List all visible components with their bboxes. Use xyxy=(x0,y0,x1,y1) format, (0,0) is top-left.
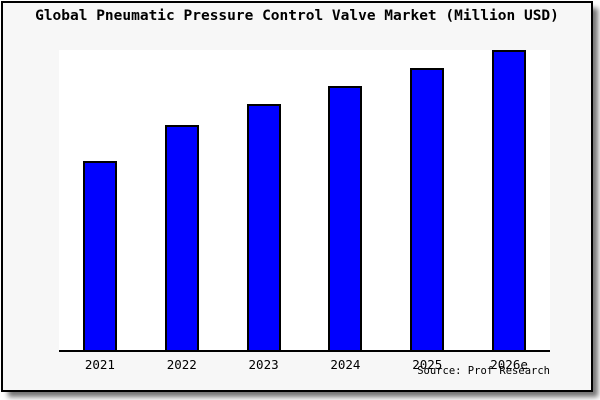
x-tick-label-2025: 2025 xyxy=(412,357,443,372)
x-tick-label-2024: 2024 xyxy=(330,357,361,372)
bar-2024 xyxy=(328,86,363,350)
x-tick-label-2021: 2021 xyxy=(84,357,115,372)
x-tick-label-2022: 2022 xyxy=(166,357,197,372)
chart-card: Global Pneumatic Pressure Control Valve … xyxy=(1,1,593,392)
bar-2026e xyxy=(492,50,527,350)
bar-2023 xyxy=(246,104,281,350)
bar-2025 xyxy=(410,68,445,350)
x-axis-labels: 2021 2022 2023 2024 2025 2026e xyxy=(59,357,550,373)
x-tick-label-2026e: 2026e xyxy=(490,357,528,372)
bar-2021 xyxy=(82,161,117,350)
bar-2022 xyxy=(164,125,199,350)
source-text: Source: Prof Research xyxy=(417,365,550,377)
x-tick-label-2023: 2023 xyxy=(248,357,279,372)
plot-area xyxy=(59,50,550,352)
chart-title: Global Pneumatic Pressure Control Valve … xyxy=(35,8,559,24)
